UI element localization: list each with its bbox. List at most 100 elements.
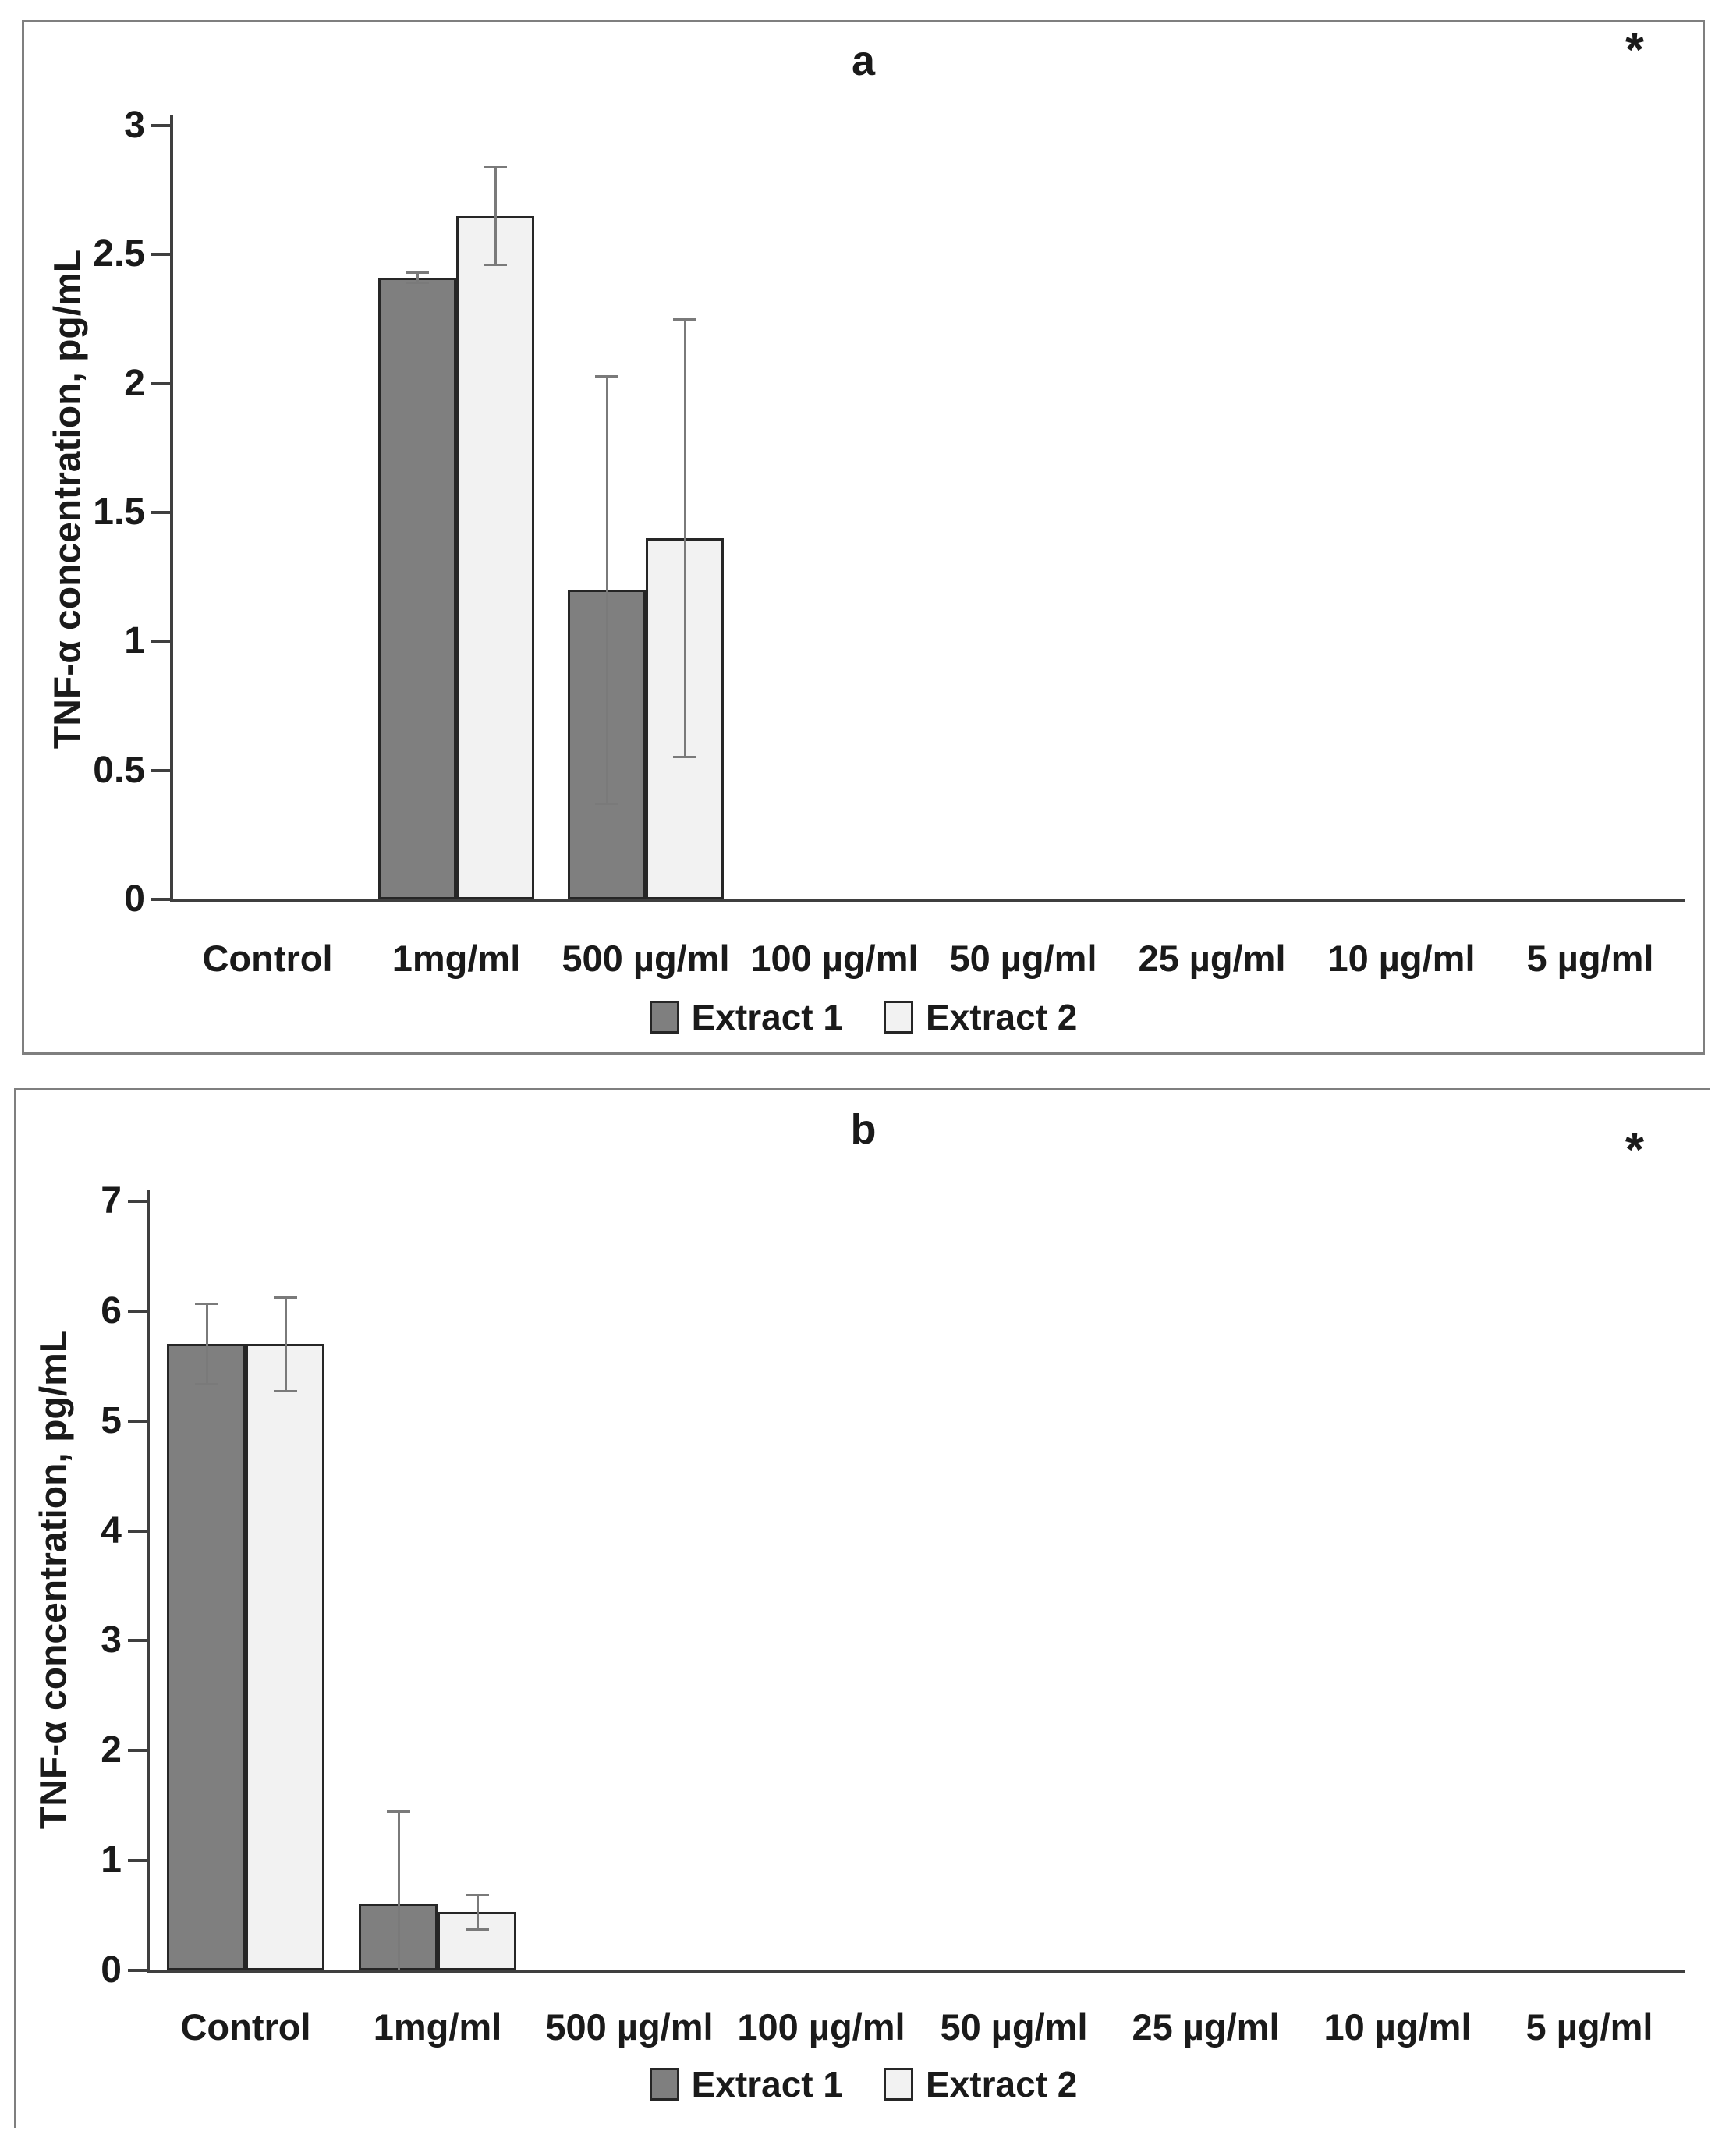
chart-a-legend: Extract 1 Extract 2 <box>24 997 1703 1037</box>
y-axis-tick <box>128 1200 147 1203</box>
error-bar-cap-top <box>274 1296 297 1299</box>
x-axis-category-label-5-g-ml: 5 µg/ml <box>1526 938 1654 979</box>
chart-a-plot-area: 0 0.5 1 1.5 2 2.5 3 Control 1mg/ml 500 µg/ml 100 µ… <box>24 22 1703 1052</box>
y-axis-tick-label: 5 <box>101 1400 122 1441</box>
legend-swatch-extract-2 <box>884 2068 913 2101</box>
error-bar-cap-bottom <box>274 1390 297 1392</box>
error-bar-extract-1-1mg-ml <box>398 1811 400 1970</box>
y-axis-tick <box>151 898 170 901</box>
legend-swatch-extract-1 <box>649 1001 679 1034</box>
legend-label-extract-1: Extract 1 <box>691 997 843 1037</box>
y-axis-tick-label: 7 <box>101 1180 122 1222</box>
y-axis-tick <box>151 253 170 256</box>
y-axis-tick <box>128 1859 147 1862</box>
y-axis-tick-label: 2 <box>101 1729 122 1771</box>
y-axis-tick-label: 6 <box>101 1290 122 1332</box>
error-bar-cap-top <box>387 1810 410 1813</box>
y-axis-tick-label: 0 <box>101 1949 122 1991</box>
error-bar-extract-1-500-g-ml <box>606 376 608 804</box>
error-bar-cap-top <box>195 1303 218 1305</box>
y-axis-tick <box>128 1530 147 1533</box>
error-bar-cap-bottom <box>595 803 618 805</box>
legend-item-extract-1: Extract 1 <box>649 997 843 1037</box>
x-axis-category-label-1mg-ml: 1mg/ml <box>392 938 521 979</box>
chart-b-title: b <box>850 1106 877 1153</box>
error-bar-cap-top <box>406 271 429 274</box>
y-axis-tick <box>151 640 170 643</box>
x-axis-category-label-500-g-ml: 500 µg/ml <box>545 2006 714 2048</box>
error-bar-cap-bottom <box>673 756 696 758</box>
y-axis-line <box>170 115 173 899</box>
y-axis-tick-label: 3 <box>124 105 145 146</box>
y-axis-tick <box>151 124 170 127</box>
y-axis-tick-label: 2 <box>124 363 145 404</box>
chart-a-significance-asterisk: * <box>1625 23 1645 77</box>
x-axis-category-label-100-g-ml: 100 µg/ml <box>750 938 919 979</box>
x-axis-line <box>147 1970 1685 1973</box>
y-axis-tick-label: 4 <box>101 1510 122 1551</box>
legend-item-extract-2: Extract 2 <box>884 997 1077 1037</box>
bar-extract-2-control <box>246 1344 324 1970</box>
error-bar-cap-bottom <box>195 1383 218 1385</box>
y-axis-tick <box>128 1310 147 1313</box>
x-axis-category-label-50-g-ml: 50 µg/ml <box>940 2006 1088 2048</box>
x-axis-category-label-10-g-ml: 10 µg/ml <box>1323 2006 1472 2048</box>
x-axis-category-label-25-g-ml: 25 µg/ml <box>1132 2006 1280 2048</box>
panel-a: a * TNF-α concentration, pg/mL 0 0.5 1 1.5 2… <box>22 20 1705 1055</box>
error-bar-cap-top <box>484 166 507 168</box>
x-axis-category-label-500-g-ml: 500 µg/ml <box>562 938 730 979</box>
legend-label-extract-2: Extract 2 <box>926 997 1078 1037</box>
error-bar-extract-2-500-g-ml <box>684 319 686 757</box>
error-bar-extract-2-1mg-ml <box>494 167 497 265</box>
x-axis-category-label-25-g-ml: 25 µg/ml <box>1138 938 1286 979</box>
legend-swatch-extract-1 <box>649 2068 679 2101</box>
bar-extract-1-control <box>167 1344 246 1970</box>
legend-item-extract-1: Extract 1 <box>649 2064 843 2105</box>
x-axis-category-label-1mg-ml: 1mg/ml <box>373 2006 502 2048</box>
error-bar-extract-1-1mg-ml <box>416 272 419 283</box>
y-axis-tick <box>151 511 170 514</box>
y-axis-tick <box>128 1749 147 1752</box>
error-bar-cap-bottom <box>406 282 429 284</box>
bar-extract-1-1mg-ml <box>378 278 456 899</box>
legend-label-extract-1: Extract 1 <box>691 2064 843 2105</box>
error-bar-cap-bottom <box>466 1928 489 1931</box>
error-bar-cap-top <box>466 1894 489 1896</box>
y-axis-tick <box>128 1420 147 1423</box>
error-bar-extract-1-control <box>206 1303 208 1385</box>
bar-extract-2-1mg-ml <box>456 216 534 899</box>
y-axis-tick-label: 1 <box>124 620 145 661</box>
legend-item-extract-2: Extract 2 <box>884 2064 1077 2105</box>
chart-b-legend: Extract 1 Extract 2 <box>16 2064 1710 2105</box>
x-axis-category-label-5-g-ml: 5 µg/ml <box>1525 2006 1653 2048</box>
y-axis-tick <box>151 769 170 772</box>
x-axis-category-label-100-g-ml: 100 µg/ml <box>737 2006 905 2048</box>
x-axis-category-label-50-g-ml: 50 µg/ml <box>949 938 1097 979</box>
x-axis-line <box>170 899 1685 902</box>
x-axis-category-label-10-g-ml: 10 µg/ml <box>1327 938 1476 979</box>
chart-a-title: a <box>851 37 876 84</box>
chart-b-plot-area: 0 1 2 3 4 5 6 7 Control 1mg/ml 500 µg/ml 100 µg/ml 5… <box>16 1090 1710 2128</box>
chart-b-significance-asterisk: * <box>1625 1123 1645 1177</box>
y-axis-tick-label: 0 <box>124 878 145 920</box>
error-bar-extract-2-1mg-ml <box>477 1895 479 1930</box>
y-axis-tick-label: 1 <box>101 1839 122 1881</box>
error-bar-cap-top <box>595 375 618 378</box>
y-axis-tick <box>128 1639 147 1642</box>
legend-label-extract-2: Extract 2 <box>926 2064 1078 2105</box>
error-bar-cap-bottom <box>484 264 507 266</box>
y-axis-line <box>147 1190 150 1970</box>
x-axis-category-label-control: Control <box>180 2006 311 2048</box>
y-axis-tick-label: 2.5 <box>93 233 145 275</box>
legend-swatch-extract-2 <box>884 1001 913 1034</box>
y-axis-tick-label: 3 <box>101 1619 122 1661</box>
y-axis-tick-label: 0.5 <box>93 750 145 791</box>
y-axis-tick <box>128 1969 147 1972</box>
y-axis-tick-label: 1.5 <box>93 491 145 533</box>
x-axis-category-label-control: Control <box>202 938 333 979</box>
y-axis-tick <box>151 382 170 385</box>
error-bar-cap-top <box>673 318 696 321</box>
error-bar-extract-2-control <box>285 1297 287 1392</box>
